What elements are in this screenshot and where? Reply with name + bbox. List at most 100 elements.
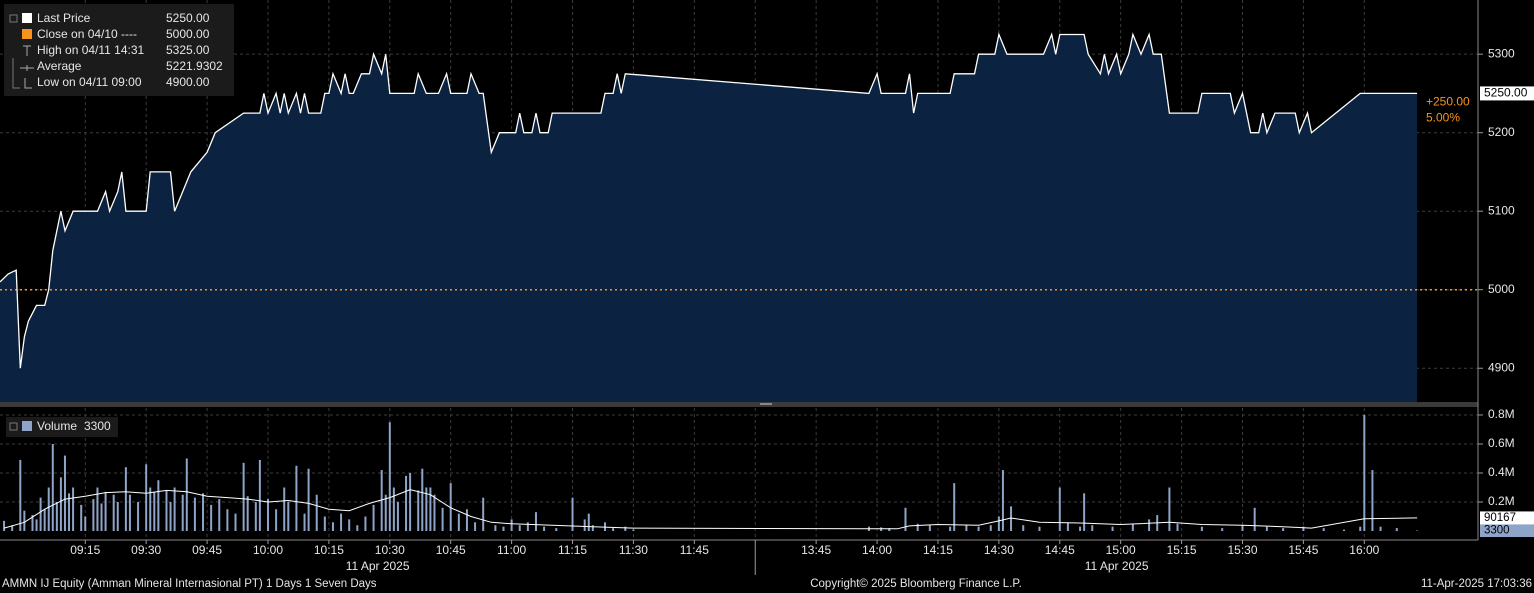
legend-value: 5221.9302 — [166, 59, 223, 73]
volume-bar — [145, 464, 148, 532]
change-label: 5.00% — [1426, 111, 1460, 125]
y-tick-label: 0.6M — [1488, 436, 1515, 450]
volume-bar — [583, 519, 586, 532]
volume-bar — [555, 528, 558, 532]
volume-bar — [372, 504, 375, 532]
volume-bar — [11, 525, 14, 532]
volume-bar — [1200, 526, 1203, 532]
legend-box — [4, 4, 234, 96]
volume-bar — [340, 513, 343, 532]
volume-bar — [43, 509, 46, 532]
volume-bar — [916, 523, 919, 532]
volume-bar — [124, 467, 127, 532]
volume-bar — [425, 487, 428, 532]
volume-bar — [1282, 528, 1285, 532]
volume-bar — [1371, 470, 1374, 532]
legend-icon — [23, 45, 31, 56]
volume-bar — [181, 494, 184, 532]
legend-value: 5325.00 — [166, 43, 210, 57]
x-tick-label: 09:15 — [70, 543, 100, 557]
volume-bar — [149, 487, 152, 532]
volume-bar — [226, 509, 229, 532]
x-tick-label: 15:15 — [1167, 543, 1197, 557]
legend-toggle[interactable] — [9, 422, 18, 431]
volume-bar — [234, 513, 237, 532]
volume-bar — [23, 510, 26, 532]
legend-value: 5000.00 — [166, 27, 210, 41]
volume-bar — [612, 528, 615, 532]
x-tick-label: 09:45 — [192, 543, 222, 557]
volume-bar — [1221, 528, 1224, 532]
y-tick-label: 5100 — [1488, 203, 1515, 217]
volume-bar — [80, 504, 83, 532]
volume-bar — [433, 494, 436, 532]
volume-bar — [965, 525, 968, 532]
date-label: 11 Apr 2025 — [1085, 559, 1149, 573]
volume-bar — [303, 513, 306, 532]
volume-bar — [1131, 523, 1134, 532]
last-value-label: 3300 — [1484, 525, 1510, 537]
volume-bar — [388, 422, 391, 532]
legend-toggle[interactable] — [9, 14, 18, 23]
x-tick-label: 10:45 — [436, 543, 466, 557]
legend-value: 3300 — [84, 419, 111, 433]
volume-bar — [287, 501, 290, 532]
x-tick-label: 10:15 — [314, 543, 344, 557]
volume-bar — [331, 522, 334, 532]
volume-bar — [193, 497, 196, 532]
change-label: +250.00 — [1426, 95, 1470, 109]
last-value-label: 90167 — [1484, 512, 1516, 524]
volume-bar — [449, 483, 452, 532]
legend-label: High on 04/11 14:31 — [37, 43, 145, 57]
volume-bar — [1001, 470, 1004, 532]
volume-bar — [218, 499, 221, 532]
volume-bar — [283, 487, 286, 532]
volume-bar — [1302, 526, 1305, 532]
volume-bar — [242, 462, 245, 532]
y-tick-label: 4900 — [1488, 360, 1515, 374]
volume-bar — [624, 526, 627, 532]
volume-bar — [116, 501, 119, 532]
price-line — [0, 32, 1418, 369]
volume-bar — [169, 501, 172, 532]
volume-bar — [1176, 523, 1179, 532]
volume-bar — [977, 526, 980, 532]
volume-bar — [1395, 528, 1398, 532]
volume-bar — [465, 509, 468, 532]
x-tick-label: 14:15 — [923, 543, 953, 557]
volume-bar — [295, 465, 298, 532]
last-value-tag — [1480, 524, 1534, 538]
volume-bar — [153, 491, 156, 532]
volume-bar — [31, 515, 34, 532]
volume-bar — [421, 468, 424, 532]
volume-bar — [275, 509, 278, 532]
x-tick-label: 15:30 — [1227, 543, 1257, 557]
volume-legend: Volume 3300 — [6, 417, 118, 437]
volume-bar — [1022, 525, 1025, 532]
x-tick-label: 15:00 — [1106, 543, 1136, 557]
volume-bar — [1148, 519, 1151, 532]
volume-bar — [185, 458, 188, 532]
volume-bar — [364, 516, 367, 532]
volume-bar — [409, 472, 412, 532]
volume-bar — [1091, 525, 1094, 532]
volume-bar — [457, 513, 460, 532]
volume-bar — [429, 487, 432, 532]
legend-icon — [22, 29, 32, 39]
y-tick-label: 5200 — [1488, 125, 1515, 139]
volume-bar — [1079, 526, 1082, 532]
volume-bar — [19, 459, 22, 532]
x-tick-label: 10:30 — [375, 543, 405, 557]
volume-bar — [356, 525, 359, 532]
volume-bar — [474, 522, 477, 532]
volume-bar — [928, 525, 931, 532]
volume-bar — [323, 516, 326, 532]
area-fill — [0, 34, 1418, 402]
volume-bar — [1379, 526, 1382, 532]
volume-bar — [1038, 526, 1041, 532]
x-tick-label: 10:00 — [253, 543, 283, 557]
volume-bar — [47, 487, 50, 532]
volume-bar — [157, 480, 160, 532]
volume-bar — [441, 507, 444, 532]
volume-bar — [384, 494, 387, 532]
